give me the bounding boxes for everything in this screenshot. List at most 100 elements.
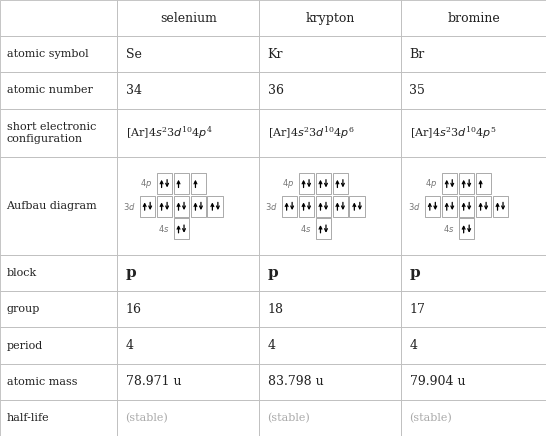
Bar [259,157,401,255]
Text: (stable): (stable) [410,413,452,423]
Bar [174,173,189,194]
Bar [299,196,314,217]
Bar [191,196,206,217]
Text: selenium: selenium [160,12,217,24]
Text: 35: 35 [410,84,425,97]
Bar [0,291,117,327]
Bar [401,291,546,327]
Bar [401,109,546,157]
Bar [117,36,259,72]
Bar [476,173,491,194]
Bar [349,196,365,217]
Bar [259,0,401,36]
Text: short electronic
configuration: short electronic configuration [7,122,96,144]
Bar [0,36,117,72]
Bar [0,364,117,400]
Text: 4: 4 [126,339,134,352]
Bar [401,400,546,436]
Text: 83.798 u: 83.798 u [268,375,323,388]
Text: $\mathregular{4}s$: $\mathregular{4}s$ [300,223,311,235]
Bar [117,157,259,255]
Bar [157,173,172,194]
Text: $\mathregular{4}s$: $\mathregular{4}s$ [443,223,454,235]
Bar [401,364,546,400]
Bar [401,255,546,291]
Bar [157,196,172,217]
Text: (stable): (stable) [126,413,168,423]
Bar [0,72,117,109]
Bar [174,196,189,217]
Bar [282,196,297,217]
Bar [259,400,401,436]
Bar [459,218,474,239]
Bar [401,72,546,109]
Text: 34: 34 [126,84,141,97]
Bar [117,291,259,327]
Bar [0,327,117,364]
Text: half-life: half-life [7,413,49,423]
Bar [401,36,546,72]
Bar [140,196,155,217]
Text: $\mathregular{3}d$: $\mathregular{3}d$ [123,201,135,212]
Text: $\mathregular{[Ar]4}s^{\mathregular{2}}\mathregular{3}d^{\mathregular{10}}\mathr: $\mathregular{[Ar]4}s^{\mathregular{2}}\… [268,125,354,141]
Bar [425,196,440,217]
Text: 79.904 u: 79.904 u [410,375,465,388]
Text: atomic mass: atomic mass [7,377,77,387]
Text: 4: 4 [268,339,276,352]
Text: $\mathregular{[Ar]4}s^{\mathregular{2}}\mathregular{3}d^{\mathregular{10}}\mathr: $\mathregular{[Ar]4}s^{\mathregular{2}}\… [126,125,212,141]
Text: 4: 4 [410,339,418,352]
Text: p: p [268,266,278,280]
Bar [0,157,117,255]
Bar [259,255,401,291]
Bar [174,218,189,239]
Bar [117,72,259,109]
Text: krypton: krypton [306,12,355,24]
Text: p: p [126,266,136,280]
Bar [117,255,259,291]
Text: $\mathregular{4}p$: $\mathregular{4}p$ [425,177,437,190]
Bar [299,173,314,194]
Text: $\mathregular{[Ar]4}s^{\mathregular{2}}\mathregular{3}d^{\mathregular{10}}\mathr: $\mathregular{[Ar]4}s^{\mathregular{2}}\… [410,125,496,141]
Bar [442,173,457,194]
Bar [117,0,259,36]
Bar [401,327,546,364]
Bar [207,196,223,217]
Bar [117,400,259,436]
Text: atomic symbol: atomic symbol [7,49,88,59]
Bar [333,196,348,217]
Text: $\mathregular{4}p$: $\mathregular{4}p$ [282,177,294,190]
Text: bromine: bromine [447,12,500,24]
Bar [259,364,401,400]
Text: (stable): (stable) [268,413,310,423]
Bar [117,109,259,157]
Text: Kr: Kr [268,48,283,61]
Text: $\mathregular{4}p$: $\mathregular{4}p$ [140,177,152,190]
Bar [191,173,206,194]
Text: Aufbau diagram: Aufbau diagram [7,201,97,211]
Text: 17: 17 [410,303,425,316]
Bar [476,196,491,217]
Bar [117,364,259,400]
Bar [459,173,474,194]
Text: 36: 36 [268,84,283,97]
Text: atomic number: atomic number [7,85,92,95]
Text: Br: Br [410,48,425,61]
Bar [259,72,401,109]
Bar [259,327,401,364]
Bar [259,36,401,72]
Bar [117,327,259,364]
Text: p: p [410,266,420,280]
Bar [401,157,546,255]
Text: group: group [7,304,40,314]
Text: $\mathregular{3}d$: $\mathregular{3}d$ [408,201,420,212]
Text: $\mathregular{4}s$: $\mathregular{4}s$ [158,223,169,235]
Bar [259,291,401,327]
Bar [0,0,117,36]
Bar [459,196,474,217]
Text: period: period [7,341,43,351]
Text: 78.971 u: 78.971 u [126,375,181,388]
Bar [333,173,348,194]
Bar [316,218,331,239]
Text: block: block [7,268,37,278]
Text: $\mathregular{3}d$: $\mathregular{3}d$ [265,201,277,212]
